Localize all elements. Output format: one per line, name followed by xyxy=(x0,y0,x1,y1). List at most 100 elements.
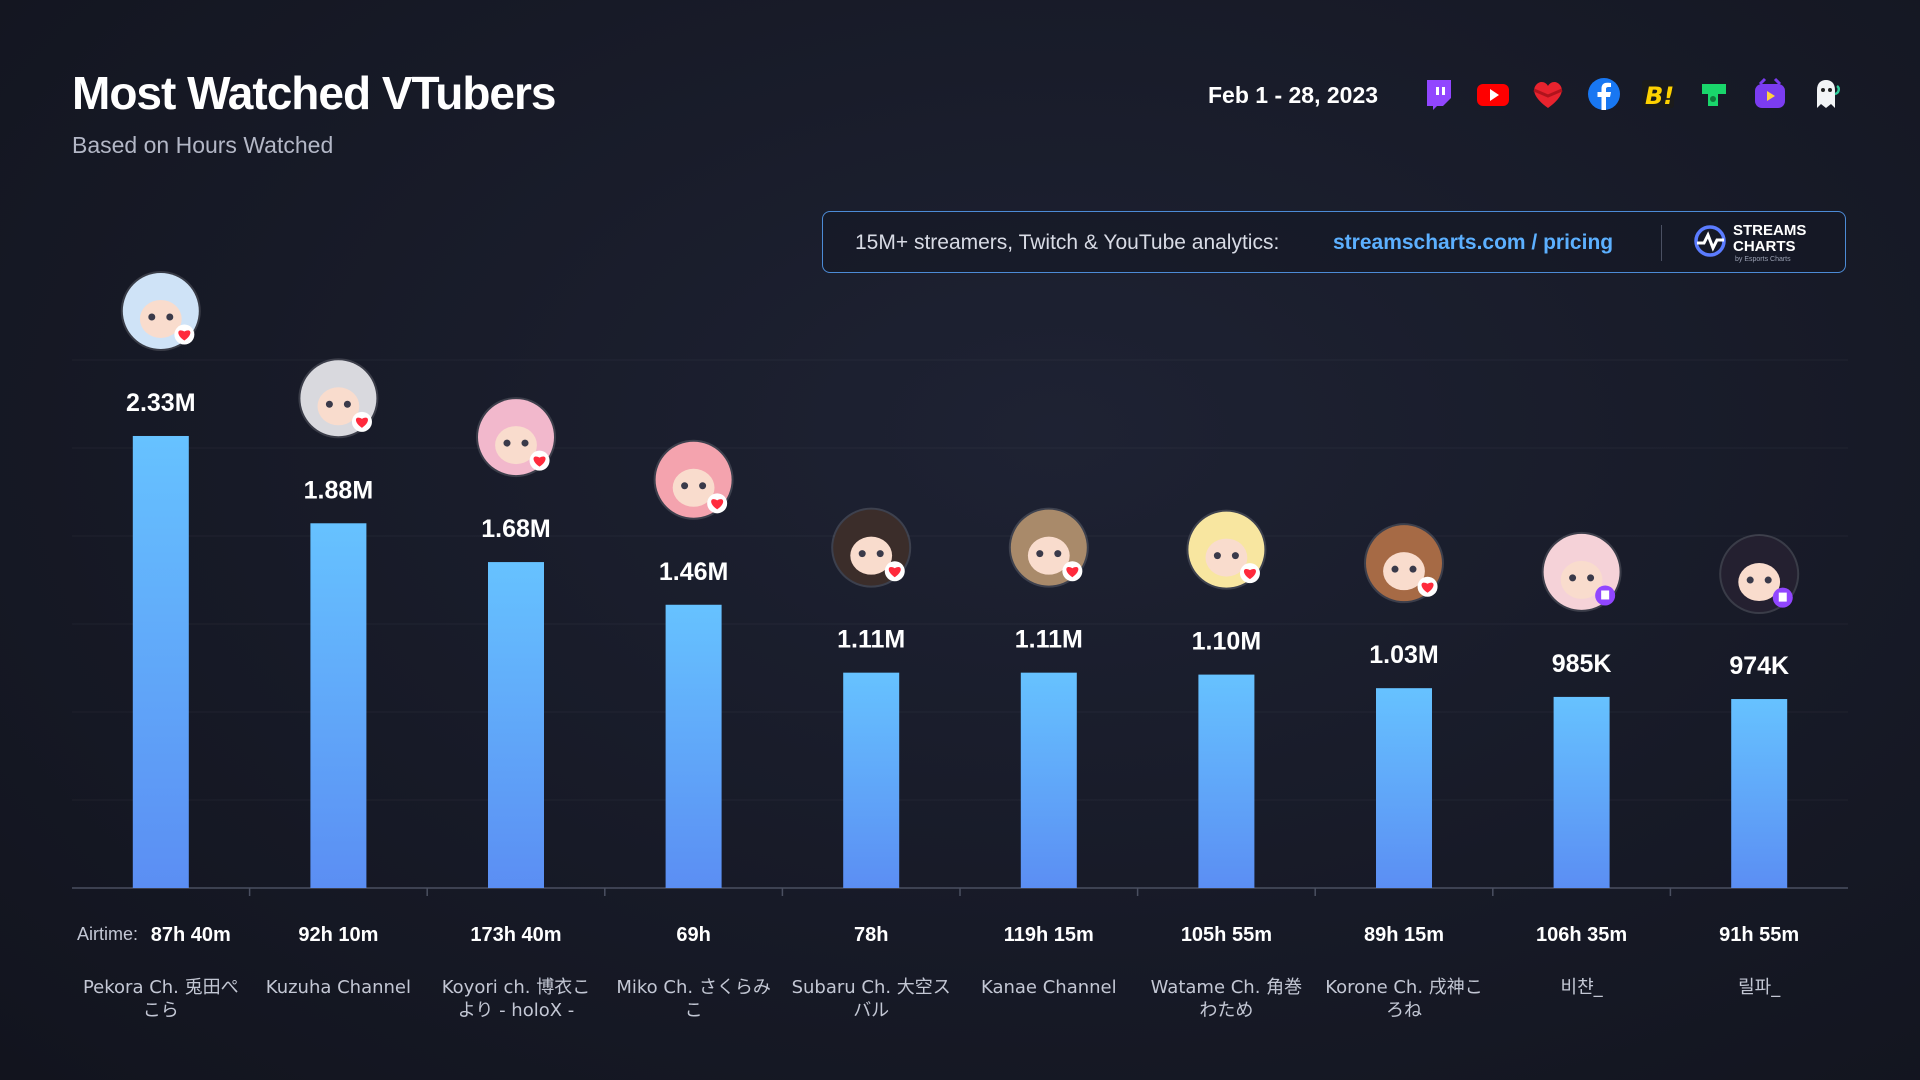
channel-name: Koyori ch. 博衣こより - holoX - xyxy=(442,977,590,1021)
heart-badge-glyph xyxy=(533,456,546,467)
bar-value-label: 1.88M xyxy=(304,476,373,504)
bar-value-label: 1.10M xyxy=(1192,628,1261,656)
avatar-face xyxy=(317,387,360,426)
date-range: Feb 1 - 28, 2023 xyxy=(1208,82,1379,108)
channel-name-line: ろね xyxy=(1386,1000,1422,1021)
avatar-eye xyxy=(1587,574,1595,582)
airtime-value: 92h 10m xyxy=(298,924,378,946)
airtime-value: 91h 55m xyxy=(1719,924,1799,946)
avatar-eye xyxy=(1391,565,1399,573)
bar xyxy=(1553,696,1610,888)
avatar xyxy=(1719,534,1800,615)
channel-name: Miko Ch. さくらみこ xyxy=(616,977,770,1021)
page-title: Most Watched VTubers xyxy=(72,67,556,119)
bar-value-label: 1.03M xyxy=(1369,641,1438,669)
channel-name-line: こら xyxy=(143,1000,179,1021)
avatar xyxy=(476,397,556,478)
airtime-value: 69h xyxy=(676,924,710,946)
avatar-eye xyxy=(1036,550,1044,558)
bar-value-label: 974K xyxy=(1729,652,1789,680)
avatar-face xyxy=(1383,552,1425,591)
avatar-eye xyxy=(148,313,156,321)
avatar-eye xyxy=(521,439,529,447)
twitch-icon xyxy=(1427,80,1451,110)
bar-value-label: 985K xyxy=(1552,650,1612,678)
avatar-eye xyxy=(1231,552,1239,560)
booyah-icon: B! xyxy=(1642,80,1674,110)
twitch-badge-glyph xyxy=(1778,592,1787,602)
airtime-value: 173h 40m xyxy=(470,924,561,946)
promo-brand-line2: CHARTS xyxy=(1733,238,1796,255)
avatar-eye xyxy=(876,550,884,558)
avatar-eye xyxy=(699,482,707,490)
facebook-icon xyxy=(1588,78,1620,110)
avatar-face xyxy=(495,426,537,465)
bar xyxy=(1198,674,1255,888)
channel-name-line: 릴파_ xyxy=(1738,977,1781,998)
channel-name: 릴파_ xyxy=(1738,977,1781,998)
avatar-face xyxy=(139,299,182,338)
avatar-eye xyxy=(1746,576,1754,584)
promo-brand-sub: by Esports Charts xyxy=(1735,256,1791,263)
heart-badge-glyph xyxy=(711,499,724,510)
page-subtitle: Based on Hours Watched xyxy=(72,132,334,158)
heart-platform-icon xyxy=(1533,82,1563,108)
avatar-eye xyxy=(1569,574,1577,582)
kick-icon xyxy=(1755,77,1785,108)
heart-badge-glyph xyxy=(1421,582,1434,593)
twitch-badge-glyph xyxy=(1601,590,1610,600)
airtime-value: 119h 15m xyxy=(1004,924,1094,946)
avatar-face xyxy=(1205,538,1248,577)
airtime-label: Airtime: xyxy=(77,924,139,944)
channel-name-line: Subaru Ch. 大空ス xyxy=(792,977,951,998)
avatar-eye xyxy=(166,313,174,321)
avatar-eye xyxy=(681,482,689,490)
channel-name: 비챤_ xyxy=(1561,977,1604,998)
promo-link[interactable]: streamscharts.com / pricing xyxy=(1333,231,1614,254)
channel-name-line: Korone Ch. 戌神こ xyxy=(1325,977,1483,998)
avatar-eye xyxy=(343,400,351,408)
avatar-eye xyxy=(325,400,333,408)
channel-name-line: Miko Ch. さくらみ xyxy=(616,977,770,998)
avatar-face xyxy=(850,536,893,575)
bar-value-label: 1.11M xyxy=(1015,626,1083,654)
grid-lines xyxy=(72,359,1848,896)
bar-value-label: 2.33M xyxy=(126,389,195,417)
avatar-eye xyxy=(858,550,866,558)
channel-name-line: Kuzuha Channel xyxy=(266,977,411,998)
bar xyxy=(1376,688,1432,888)
channel-name: Kuzuha Channel xyxy=(266,977,411,998)
avatar-face xyxy=(1738,563,1781,602)
bar-value-label: 1.46M xyxy=(659,558,728,586)
airtime-value: 105h 55m xyxy=(1181,924,1272,946)
channel-name-line: こ xyxy=(685,1000,703,1021)
promo-banner[interactable]: 15M+ streamers, Twitch & YouTube analyti… xyxy=(822,211,1846,273)
youtube-icon xyxy=(1477,84,1509,106)
avatar xyxy=(1186,509,1267,590)
promo-brand: STREAMS CHARTS xyxy=(1733,223,1806,255)
trovo-icon xyxy=(1702,84,1726,106)
avatar xyxy=(1364,523,1444,604)
bar xyxy=(488,562,544,888)
avatar xyxy=(298,358,379,439)
channel-name-line: Koyori ch. 博衣こ xyxy=(442,977,590,998)
avatar xyxy=(1541,531,1622,612)
heart-badge-glyph xyxy=(888,567,901,578)
promo-brand-line1: STREAMS xyxy=(1733,222,1807,239)
svg-text:B!: B! xyxy=(1645,82,1674,110)
avatar-face xyxy=(1560,560,1603,599)
airtime-value: 87h 40m xyxy=(151,924,231,946)
channel-name-line: バル xyxy=(853,1000,889,1021)
channel-name-line: わため xyxy=(1199,1000,1253,1021)
bar xyxy=(843,672,900,888)
channel-name: Subaru Ch. 大空スバル xyxy=(792,977,951,1021)
channel-name: Korone Ch. 戌神ころね xyxy=(1325,977,1483,1021)
avatar xyxy=(831,507,912,588)
channel-name-line: Kanae Channel xyxy=(981,977,1117,998)
bar xyxy=(132,435,189,888)
channel-name-line: Pekora Ch. 兎田ぺ xyxy=(83,977,239,998)
bar xyxy=(665,604,722,888)
avatar-face xyxy=(1027,536,1070,575)
bar xyxy=(310,523,367,888)
